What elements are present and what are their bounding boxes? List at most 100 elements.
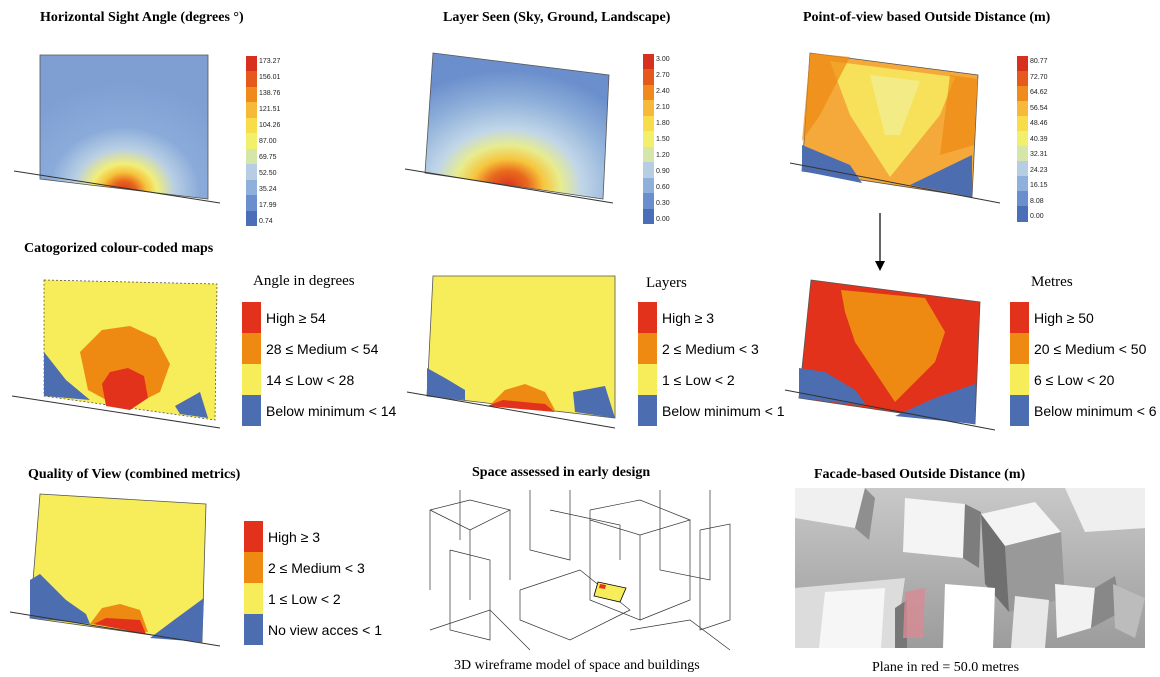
panel-title-layer-seen: Layer Seen (Sky, Ground, Landscape) xyxy=(443,10,671,25)
colorbar-tick-label: 0.74 xyxy=(259,218,273,225)
legend-label: No view acces < 1 xyxy=(268,621,382,638)
colorbar-tick-label: 56.54 xyxy=(1030,104,1048,112)
colorbar-tick-label: 1.50 xyxy=(656,136,670,143)
legend-label: Below minimum < 14 xyxy=(266,402,397,419)
colorbar-tick-label: 0.00 xyxy=(1030,213,1044,220)
legend-item: High ≥ 3 xyxy=(244,521,320,552)
legend-swatch xyxy=(1010,395,1029,426)
legend-swatch xyxy=(638,302,657,333)
colorbar-segment xyxy=(1017,86,1028,102)
colorbar-tick-label: 0.90 xyxy=(656,168,670,175)
arrow-down-icon xyxy=(875,213,885,271)
panel-title-quality-of-view: Quality of View (combined metrics) xyxy=(28,467,241,482)
colorbar-tick-label: 0.30 xyxy=(656,200,670,207)
legend-title-angle: Angle in degrees xyxy=(253,273,355,289)
legend-label: High ≥ 50 xyxy=(1034,309,1094,326)
category-map-metres xyxy=(784,279,996,431)
colorbar-tick-label: 2.40 xyxy=(656,88,670,95)
legend-label: High ≥ 3 xyxy=(268,528,321,545)
legend-label: 1 ≤ Low < 2 xyxy=(268,590,341,607)
legend-label: 20 ≤ Medium < 50 xyxy=(1034,340,1147,357)
legend-item: 28 ≤ Medium < 54 xyxy=(242,333,378,364)
legend-item: 6 ≤ Low < 20 xyxy=(1010,364,1114,395)
colorbar-segment xyxy=(643,146,654,163)
legend-item: High ≥ 54 xyxy=(242,302,326,333)
row-title-categorized-maps: Catogorized colour-coded maps xyxy=(24,241,214,256)
legend-item: Below minimum < 6 xyxy=(1010,395,1157,426)
legend-item: 14 ≤ Low < 28 xyxy=(242,364,354,395)
colorbar-segment xyxy=(643,84,654,101)
colorbar-tick-label: 104.26 xyxy=(259,122,281,129)
colorbar-tick-label: 64.62 xyxy=(1030,89,1048,96)
colorbar-sight-angle xyxy=(246,56,257,227)
legend-item: Below minimum < 1 xyxy=(638,395,785,426)
legend-swatch xyxy=(242,302,261,333)
legend-swatch xyxy=(638,364,657,395)
legend-label: Below minimum < 6 xyxy=(1034,402,1157,419)
legend-label: 28 ≤ Medium < 54 xyxy=(266,340,379,357)
colorbar-segment xyxy=(643,69,654,86)
colorbar-segment xyxy=(1017,101,1028,117)
panel-title-pov-distance: Point-of-view based Outside Distance (m) xyxy=(803,10,1051,25)
colorbar-tick-label: 72.70 xyxy=(1030,73,1048,81)
colorbar-tick-label: 32.31 xyxy=(1030,151,1048,158)
colorbar-tick-label: 2.10 xyxy=(656,104,670,111)
heatmap-pov-distance xyxy=(789,52,1001,204)
legend-item: Below minimum < 14 xyxy=(242,395,396,426)
colorbar-tick-label: 173.27 xyxy=(259,58,281,65)
legend-title-metres: Metres xyxy=(1031,274,1073,290)
legend-item: 1 ≤ Low < 2 xyxy=(244,583,341,614)
legend-swatch xyxy=(242,333,261,364)
colorbar-segment xyxy=(1017,176,1028,192)
legend-label: High ≥ 54 xyxy=(266,309,326,326)
colorbar-segment xyxy=(246,210,257,227)
legend-label: 14 ≤ Low < 28 xyxy=(266,371,355,388)
wireframe-model-image xyxy=(429,490,731,651)
colorbar-tick-label: 48.46 xyxy=(1030,120,1048,127)
colorbar-tick-label: 52.50 xyxy=(259,170,277,177)
panel-title-sight-angle: Horizontal Sight Angle (degrees °) xyxy=(40,10,244,25)
quality-of-view-map xyxy=(9,493,221,647)
legend-swatch xyxy=(1010,302,1029,333)
colorbar-tick-label: 24.23 xyxy=(1030,166,1048,174)
colorbar-tick-label: 1.80 xyxy=(656,120,670,127)
legend-title-layers: Layers xyxy=(646,275,687,291)
colorbar-segment xyxy=(1017,206,1028,222)
legend-label: High ≥ 3 xyxy=(662,309,715,326)
heatmap-layer-seen xyxy=(404,52,614,204)
legend-label: 2 ≤ Medium < 3 xyxy=(662,340,759,357)
panel-title-space-assessed: Space assessed in early design xyxy=(472,465,651,480)
legend-item: High ≥ 3 xyxy=(638,302,714,333)
legend-swatch xyxy=(244,552,263,583)
legend-swatch xyxy=(244,521,263,552)
colorbar-segment xyxy=(1017,71,1028,87)
legend-swatch xyxy=(244,614,263,645)
colorbar-tick-label: 156.01 xyxy=(259,74,281,81)
legend-label: Below minimum < 1 xyxy=(662,402,785,419)
colorbar-segment xyxy=(246,164,257,181)
legend-item: No view acces < 1 xyxy=(244,614,382,645)
colorbar-tick-label: 0.00 xyxy=(656,216,670,223)
colorbar-segment xyxy=(1017,146,1028,162)
colorbar-segment xyxy=(643,208,654,225)
panel-title-facade-distance: Facade-based Outside Distance (m) xyxy=(814,467,1026,482)
colorbar-tick-label: 121.51 xyxy=(259,106,281,113)
legend-swatch xyxy=(1010,364,1029,395)
legend-item: 20 ≤ Medium < 50 xyxy=(1010,333,1146,364)
colorbar-tick-label: 1.20 xyxy=(656,152,670,159)
colorbar-segment xyxy=(246,56,257,72)
colorbar-segment xyxy=(246,117,257,134)
colorbar-tick-label: 40.39 xyxy=(1030,135,1048,143)
colorbar-pov-distance xyxy=(1017,56,1028,222)
colorbar-segment xyxy=(1017,131,1028,147)
colorbar-tick-label: 87.00 xyxy=(259,138,277,145)
colorbar-tick-label: 2.70 xyxy=(656,72,670,79)
colorbar-segment xyxy=(643,131,654,148)
colorbar-segment xyxy=(246,102,257,119)
legend-label: 6 ≤ Low < 20 xyxy=(1034,371,1115,388)
colorbar-tick-label: 35.24 xyxy=(259,186,277,193)
legend-swatch xyxy=(242,364,261,395)
legend-swatch xyxy=(244,583,263,614)
colorbar-segment xyxy=(246,71,257,88)
facade-distance-render xyxy=(795,488,1145,648)
